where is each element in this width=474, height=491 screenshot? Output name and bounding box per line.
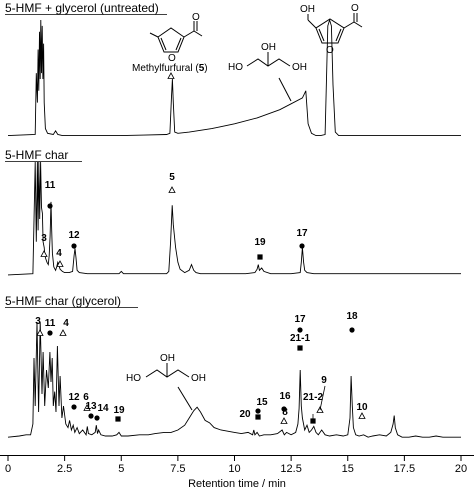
peak-marker-3-18 [349, 327, 355, 333]
panel-title-char-glycerol: 5-HMF char (glycerol) [5, 294, 121, 308]
peak-label-3-15: 15 [256, 397, 268, 408]
x-axis: 0 2.5 5 7.5 10 12.5 15 17.5 20 [0, 455, 474, 475]
x-tick-label-1: 2.5 [57, 463, 72, 475]
peak-marker-2-12 [71, 243, 77, 249]
peak-label-2-3: 3 [41, 233, 47, 244]
peak-label-3-3: 3 [35, 316, 41, 327]
peak-label-3-19: 19 [113, 405, 125, 416]
peak-label-2-5: 5 [169, 172, 175, 183]
peak-label-3-17: 17 [294, 314, 306, 325]
glycerol-structure-icon: HO OH OH [228, 42, 307, 102]
trace-layer [7, 18, 461, 438]
glycerol-oh-top: OH [261, 42, 276, 53]
peak-label-3-13: 13 [85, 401, 97, 412]
methylfurfural-structure-icon [149, 21, 203, 53]
methylfurfural-ring-o: O [168, 53, 176, 64]
peak-label-2-19: 19 [254, 237, 266, 248]
x-tick-label-0: 0 [5, 463, 11, 475]
peak-label-3-4: 4 [63, 318, 69, 329]
peak-label-2-4: 4 [56, 248, 62, 259]
peak-marker-2-4 [56, 260, 64, 267]
peak-marker-3-11 [47, 330, 53, 336]
peak-marker-3-4 [59, 329, 67, 336]
methylfurfural-label: Methylfurfural (5) [132, 63, 208, 74]
glycerol2-oh-top: OH [160, 353, 175, 364]
peak-marker-3-12 [71, 404, 77, 410]
glycerol-oh-right: OH [292, 62, 307, 73]
x-tick-label-7: 17.5 [394, 463, 415, 475]
trace-panel-1 [7, 18, 461, 137]
peak-marker-2-3 [40, 250, 48, 257]
glycerol-structure-icon-2: HO OH OH [126, 353, 206, 411]
peak-marker-3-10 [358, 412, 366, 419]
peak-label-3-8: 8 [282, 407, 288, 418]
peak-label-3-11: 11 [45, 318, 56, 329]
peak-label-3-16: 16 [279, 391, 291, 402]
glycerol-oh-left: HO [228, 62, 243, 73]
peak-marker-3-17 [297, 327, 303, 333]
peak-label-2-11: 11 [45, 180, 56, 191]
peak-marker-3-14 [94, 415, 100, 421]
peak-marker-3-6 [83, 404, 91, 411]
peak-label-2-17: 17 [296, 228, 308, 239]
x-tick-label-8: 20 [455, 463, 467, 475]
methylfurfural-annotation: O O Methylfurfural (5) [132, 12, 208, 74]
peak-marker-2-19 [257, 254, 263, 260]
x-axis-label: Retention time / min [188, 478, 286, 490]
peak-label-3-20: 20 [239, 409, 251, 420]
peak-label-3-9: 9 [321, 375, 327, 386]
peak-label-2-12: 12 [68, 230, 80, 241]
peak-marker-3-16 [281, 406, 287, 412]
leader-21-2 [319, 385, 326, 411]
trace-panel-2 [7, 161, 461, 276]
peak-label-3-21-2: 21-2 [303, 392, 323, 403]
peak-marker-3-15 [255, 408, 261, 414]
peak-marker-3-8 [280, 417, 288, 424]
hmf-oh: OH [300, 4, 315, 15]
hmf-structure-icon: OH O O [300, 3, 363, 56]
x-tick-label-3: 7.5 [170, 463, 185, 475]
peak-marker-2-11 [47, 203, 53, 209]
peak-marker-2-5 [168, 186, 176, 193]
peak-marker-3-3 [36, 329, 44, 336]
hmf-carbonyl-o: O [351, 3, 359, 14]
peak-marker-3-13 [88, 413, 94, 419]
x-tick-label-6: 15 [342, 463, 354, 475]
peak-label-3-18: 18 [346, 311, 358, 322]
peak-marker-2-17 [299, 243, 305, 249]
x-tick-label-4: 10 [228, 463, 240, 475]
panel-title-untreated: 5-HMF + glycerol (untreated) [5, 1, 159, 15]
peak-label-3-14: 14 [97, 403, 109, 414]
peak-marker-methylfurfural [167, 72, 175, 79]
peak-marker-3-20 [255, 414, 261, 420]
glycerol2-oh-right: OH [191, 373, 206, 384]
hmf-ring-o: O [326, 45, 334, 56]
methylfurfural-carbonyl-o: O [192, 12, 200, 23]
peak-label-3-21-1: 21-1 [290, 333, 310, 344]
peak-marker-3-21-1 [297, 345, 303, 351]
peak-label-3-10: 10 [356, 402, 368, 413]
trace-panel-3 [7, 321, 461, 438]
x-tick-label-5: 12.5 [280, 463, 301, 475]
peak-label-3-6: 6 [83, 392, 89, 403]
peak-label-3-12: 12 [68, 392, 80, 403]
peak-marker-3-19 [115, 416, 121, 422]
x-tick-label-2: 5 [118, 463, 124, 475]
glycerol2-oh-left: HO [126, 373, 141, 384]
panel-title-char: 5-HMF char [5, 148, 68, 162]
